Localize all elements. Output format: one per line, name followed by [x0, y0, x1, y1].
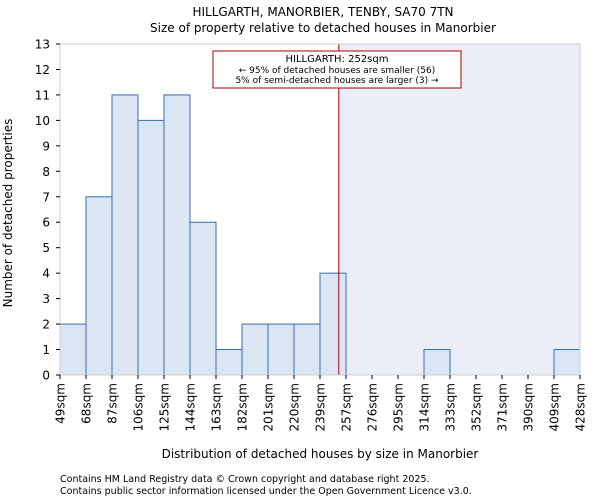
x-tick-label: 87sqm — [106, 383, 120, 424]
y-tick-label: 8 — [42, 165, 50, 179]
x-axis: 49sqm 68sqm 87sqm 106sqm 125sqm 144sqm 163sqm 1… — [54, 375, 588, 431]
x-tick-label: 314sqm — [418, 383, 432, 431]
histogram-bar — [319, 272, 347, 376]
annotation-smaller-text: ← 95% of detached houses are smaller (56… — [239, 66, 436, 76]
x-tick-label: 125sqm — [158, 383, 172, 431]
histogram-bar — [111, 94, 139, 376]
y-tick-label: 10 — [35, 114, 50, 128]
plot-area — [59, 43, 581, 376]
x-tick-label: 201sqm — [262, 383, 276, 431]
y-tick-label: 13 — [35, 38, 50, 52]
x-tick-label: 333sqm — [444, 383, 458, 431]
annotation-box — [212, 50, 462, 89]
annotation-larger-text: 5% of semi-detached houses are larger (3… — [235, 76, 439, 86]
property-annotation: HILLGARTH: 252sqm ← 95% of detached hous… — [212, 50, 462, 89]
histogram-bar — [293, 323, 321, 376]
x-tick-label: 144sqm — [184, 383, 198, 431]
y-tick-label: 12 — [35, 63, 50, 77]
histogram-bar — [423, 349, 451, 376]
x-tick-label: 220sqm — [288, 383, 302, 431]
y-tick-label: 9 — [42, 139, 50, 153]
histogram-bar — [189, 221, 217, 376]
chart-title: HILLGARTH, MANORBIER, TENBY, SA70 7TN — [192, 5, 453, 19]
x-tick-label: 428sqm — [574, 383, 588, 431]
y-tick-label: 0 — [42, 369, 50, 383]
y-tick-label: 6 — [42, 216, 50, 230]
x-tick-label: 163sqm — [210, 383, 224, 431]
x-tick-label: 352sqm — [470, 383, 484, 431]
y-axis-label: Number of detached properties — [1, 119, 15, 308]
y-tick-label: 2 — [42, 318, 50, 332]
x-tick-label: 371sqm — [496, 383, 510, 431]
annotation-title: HILLGARTH: 252sqm — [286, 54, 389, 65]
y-tick-label: 11 — [35, 88, 50, 102]
histogram-bar — [267, 323, 295, 376]
x-axis-label: Distribution of detached houses by size … — [162, 447, 479, 461]
y-tick-label: 3 — [42, 292, 50, 306]
y-tick-label: 1 — [42, 343, 50, 357]
histogram-bar — [241, 323, 269, 376]
y-tick-label: 7 — [42, 190, 50, 204]
y-tick-label: 4 — [42, 267, 50, 281]
histogram-bar — [553, 349, 581, 376]
larger-than-property-region — [338, 44, 580, 375]
x-tick-label: 239sqm — [314, 383, 328, 431]
histogram-bar — [59, 323, 87, 376]
chart-subtitle: Size of property relative to detached ho… — [150, 21, 496, 35]
histogram-bar — [137, 119, 165, 376]
x-tick-label: 257sqm — [340, 383, 354, 431]
x-tick-label: 295sqm — [392, 383, 406, 431]
footer-line-1: Contains HM Land Registry data © Crown c… — [60, 474, 430, 485]
histogram-bar — [163, 94, 191, 376]
x-tick-label: 409sqm — [548, 383, 562, 431]
x-tick-label: 276sqm — [366, 383, 380, 431]
footer-line-2: Contains public sector information licen… — [60, 486, 472, 497]
x-tick-label: 390sqm — [522, 383, 536, 431]
x-tick-label: 182sqm — [236, 383, 250, 431]
x-tick-label: 106sqm — [132, 383, 146, 431]
y-tick-label: 5 — [42, 241, 50, 255]
histogram-bar — [85, 196, 113, 376]
histogram-bar — [215, 349, 243, 376]
x-tick-label: 68sqm — [80, 383, 94, 424]
x-tick-label: 49sqm — [54, 383, 68, 424]
